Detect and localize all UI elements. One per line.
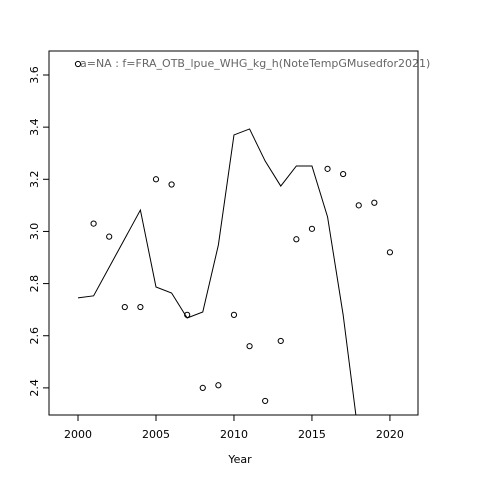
y-tick-label: 2.8 <box>28 275 41 293</box>
point <box>230 311 238 318</box>
point <box>262 397 269 405</box>
point <box>90 220 97 227</box>
y-tick-label: 3.2 <box>28 171 41 189</box>
y-tick-label: 3.0 <box>28 223 41 241</box>
point <box>246 343 253 350</box>
point <box>355 202 362 209</box>
point <box>199 384 206 391</box>
annotation: a=NA : f=FRA_OTB_lpue_WHG_kg_h(NoteTempG… <box>80 57 430 70</box>
y-tick-label: 2.4 <box>28 379 41 397</box>
point <box>152 176 160 183</box>
legend-symbol <box>74 60 82 68</box>
point <box>324 165 331 172</box>
x-tick-label: 2020 <box>376 428 404 441</box>
line <box>77 128 357 415</box>
y-tick-label: 3.6 <box>28 66 41 84</box>
point <box>308 225 316 232</box>
point <box>293 236 300 243</box>
y-tick-label: 3.4 <box>28 118 41 136</box>
point <box>277 337 284 345</box>
point <box>215 382 222 389</box>
y-tick-label: 2.6 <box>28 327 41 345</box>
x-axis-label: Year <box>227 453 252 466</box>
point <box>106 233 113 240</box>
point <box>168 181 175 188</box>
x-tick-label: 2015 <box>298 428 326 441</box>
x-tick-label: 2010 <box>220 428 248 441</box>
x-tick-label: 2005 <box>142 428 170 441</box>
plot-frame <box>48 50 419 416</box>
point <box>121 303 128 311</box>
point <box>340 170 347 178</box>
point <box>386 249 394 256</box>
point <box>371 199 378 206</box>
point <box>137 303 144 311</box>
x-tick-label: 2000 <box>64 428 92 441</box>
